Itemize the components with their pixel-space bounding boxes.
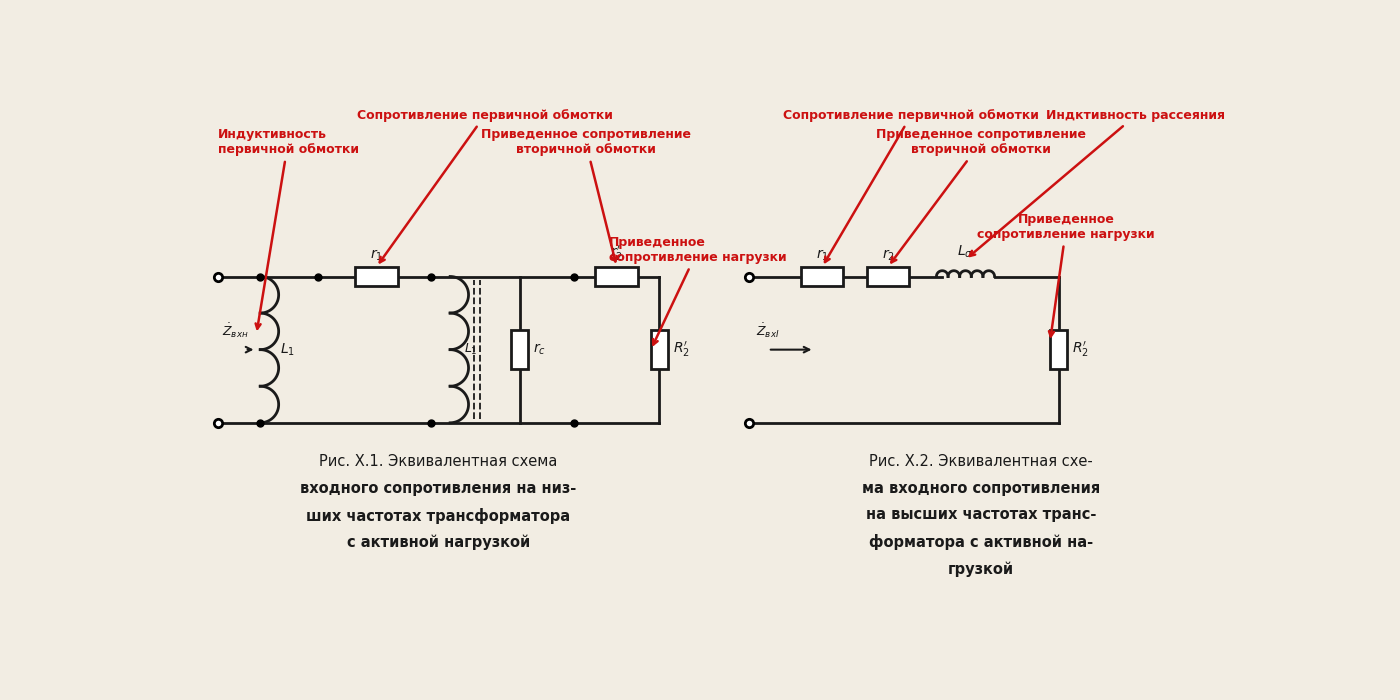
Text: $R_2'$: $R_2'$ bbox=[1071, 340, 1089, 359]
Text: $r_2'$: $r_2'$ bbox=[610, 244, 623, 262]
Text: $r_2$: $r_2$ bbox=[882, 247, 895, 262]
FancyBboxPatch shape bbox=[801, 267, 843, 286]
Text: Приведенное
сопротивление нагрузки: Приведенное сопротивление нагрузки bbox=[609, 236, 787, 344]
Text: $L_\sigma$: $L_\sigma$ bbox=[958, 243, 973, 260]
FancyBboxPatch shape bbox=[511, 330, 528, 369]
Text: $L_1$: $L_1$ bbox=[280, 342, 294, 358]
Text: форматора с активной на-: форматора с активной на- bbox=[869, 535, 1093, 550]
Text: Рис. X.2. Эквивалентная схе-: Рис. X.2. Эквивалентная схе- bbox=[869, 454, 1093, 468]
Text: Приведенное
сопротивление нагрузки: Приведенное сопротивление нагрузки bbox=[977, 213, 1155, 337]
Text: на высших частотах транс-: на высших частотах транс- bbox=[865, 508, 1096, 522]
FancyBboxPatch shape bbox=[595, 267, 638, 286]
Text: $L_1$: $L_1$ bbox=[463, 342, 477, 357]
Text: Сопротивление первичной обмотки: Сопротивление первичной обмотки bbox=[357, 108, 613, 262]
Text: $\dot{Z}_{\mathit{вхI}}$: $\dot{Z}_{\mathit{вхI}}$ bbox=[756, 322, 780, 340]
Text: $\dot{Z}_{\mathit{вхн}}$: $\dot{Z}_{\mathit{вхн}}$ bbox=[221, 322, 248, 340]
FancyBboxPatch shape bbox=[1050, 330, 1067, 369]
Text: $R_2'$: $R_2'$ bbox=[672, 340, 689, 359]
Text: Приведенное сопротивление
вторичной обмотки: Приведенное сопротивление вторичной обмо… bbox=[480, 128, 690, 262]
Text: грузкой: грузкой bbox=[948, 561, 1014, 577]
Text: ма входного сопротивления: ма входного сопротивления bbox=[862, 480, 1100, 496]
FancyBboxPatch shape bbox=[651, 330, 668, 369]
FancyBboxPatch shape bbox=[356, 267, 398, 286]
Text: Сопротивление первичной обмотки: Сопротивление первичной обмотки bbox=[784, 108, 1039, 262]
Text: $r_c$: $r_c$ bbox=[533, 342, 546, 357]
Text: с активной нагрузкой: с активной нагрузкой bbox=[347, 535, 531, 550]
Text: Индуктивность
первичной обмотки: Индуктивность первичной обмотки bbox=[217, 128, 358, 329]
Text: ших частотах трансформатора: ших частотах трансформатора bbox=[307, 508, 571, 524]
Text: входного сопротивления на низ-: входного сопротивления на низ- bbox=[301, 480, 577, 496]
Text: Индктивность рассеяния: Индктивность рассеяния bbox=[970, 108, 1225, 256]
Text: $r_1$: $r_1$ bbox=[370, 247, 384, 262]
Text: $r_1$: $r_1$ bbox=[816, 247, 829, 262]
Text: Рис. X.1. Эквивалентная схема: Рис. X.1. Эквивалентная схема bbox=[319, 454, 557, 468]
Text: Приведенное сопротивление
вторичной обмотки: Приведенное сопротивление вторичной обмо… bbox=[876, 128, 1086, 262]
FancyBboxPatch shape bbox=[867, 267, 910, 286]
